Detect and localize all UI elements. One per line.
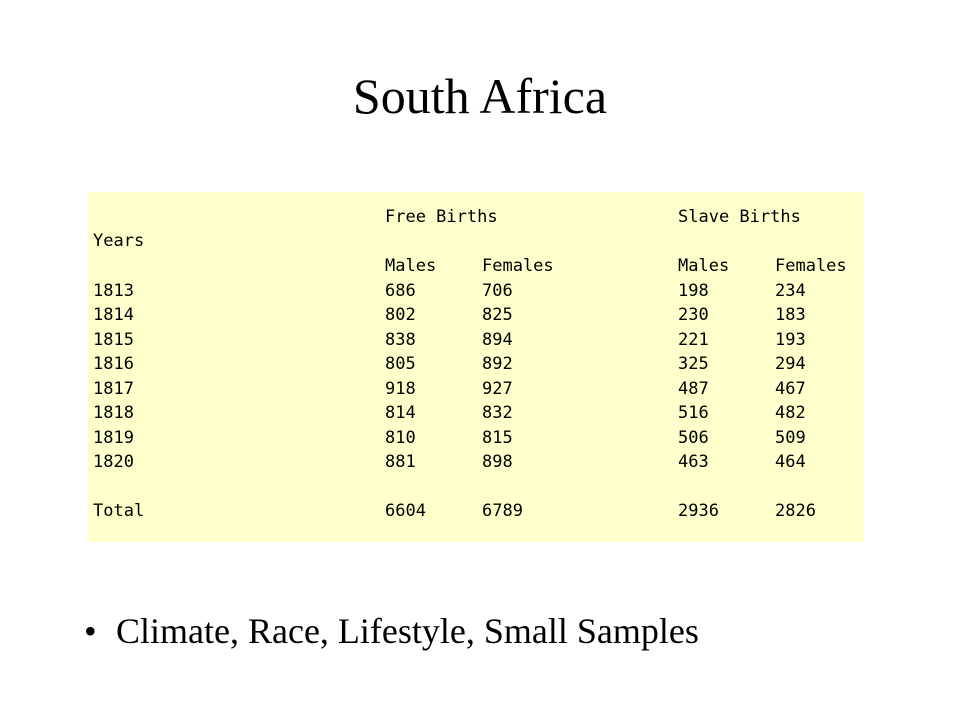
row-slave-males: 516 <box>678 403 709 423</box>
row-free-males: 838 <box>385 330 416 350</box>
total-label: Total <box>93 501 145 521</box>
row-slave-females: 234 <box>775 281 806 301</box>
total-slave-males: 2936 <box>678 501 719 521</box>
row-slave-males: 221 <box>678 330 709 350</box>
row-slave-males: 487 <box>678 379 709 399</box>
row-year: 1818 <box>93 403 134 423</box>
row-free-males: 686 <box>385 281 416 301</box>
row-slave-females: 294 <box>775 354 806 374</box>
row-free-females: 927 <box>482 379 513 399</box>
row-year: 1817 <box>93 379 134 399</box>
row-slave-females: 467 <box>775 379 806 399</box>
row-slave-males: 506 <box>678 428 709 448</box>
row-free-females: 815 <box>482 428 513 448</box>
header-slave-females: Females <box>775 256 847 276</box>
bullet-item: • Climate, Race, Lifestyle, Small Samples <box>84 608 699 654</box>
row-slave-males: 198 <box>678 281 709 301</box>
header-slave-males: Males <box>678 256 730 276</box>
header-free-males: Males <box>385 256 437 276</box>
row-free-females: 706 <box>482 281 513 301</box>
row-free-females: 894 <box>482 330 513 350</box>
bullet-marker: • <box>84 611 97 651</box>
row-free-females: 892 <box>482 354 513 374</box>
row-slave-males: 325 <box>678 354 709 374</box>
total-free-males: 6604 <box>385 501 426 521</box>
row-year: 1815 <box>93 330 134 350</box>
header-free-females: Females <box>482 256 554 276</box>
row-slave-females: 509 <box>775 428 806 448</box>
row-free-males: 918 <box>385 379 416 399</box>
row-free-females: 825 <box>482 305 513 325</box>
row-slave-males: 230 <box>678 305 709 325</box>
row-free-males: 805 <box>385 354 416 374</box>
bullet-text: Climate, Race, Lifestyle, Small Samples <box>116 611 699 651</box>
row-free-males: 810 <box>385 428 416 448</box>
row-year: 1814 <box>93 305 134 325</box>
row-free-males: 802 <box>385 305 416 325</box>
row-free-males: 814 <box>385 403 416 423</box>
row-slave-females: 482 <box>775 403 806 423</box>
slide-title: South Africa <box>352 68 608 124</box>
row-year: 1819 <box>93 428 134 448</box>
header-slave-births: Slave Births <box>678 207 801 227</box>
header-years: Years <box>93 231 145 251</box>
row-slave-females: 464 <box>775 452 806 472</box>
row-slave-females: 193 <box>775 330 806 350</box>
row-year: 1820 <box>93 452 134 472</box>
row-slave-females: 183 <box>775 305 806 325</box>
row-free-females: 832 <box>482 403 513 423</box>
row-year: 1816 <box>93 354 134 374</box>
row-free-males: 881 <box>385 452 416 472</box>
row-slave-males: 463 <box>678 452 709 472</box>
total-free-females: 6789 <box>482 501 523 521</box>
header-free-births: Free Births <box>385 207 498 227</box>
row-free-females: 898 <box>482 452 513 472</box>
row-year: 1813 <box>93 281 134 301</box>
births-table: Free Births Slave Births Years Males Fem… <box>88 192 864 542</box>
total-slave-females: 2826 <box>775 501 816 521</box>
